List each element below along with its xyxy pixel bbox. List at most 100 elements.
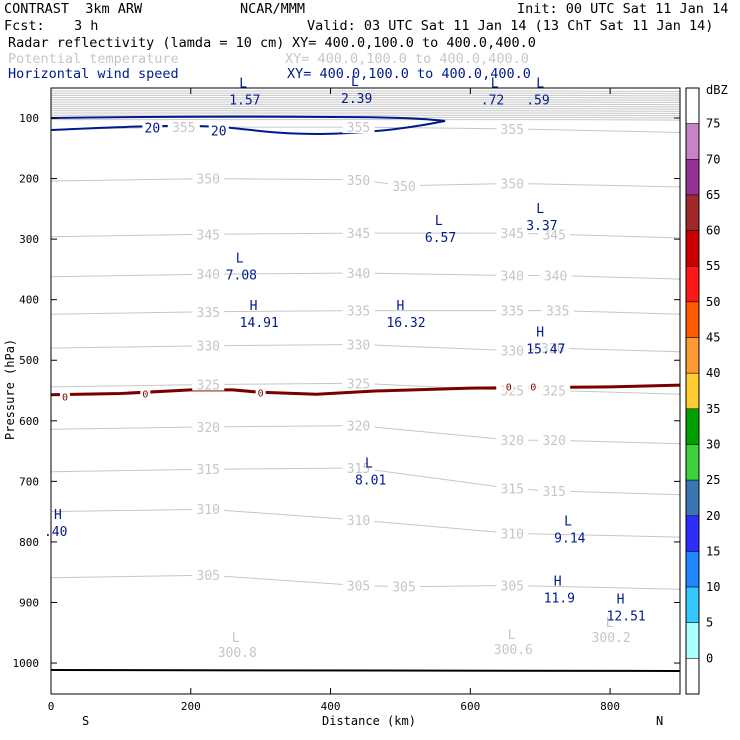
theta-label: 305 xyxy=(501,580,524,595)
theta-label: 330 xyxy=(541,342,564,357)
wind-extremum-value: 7.08 xyxy=(226,269,257,284)
wind-extremum-value: 14.91 xyxy=(240,316,279,331)
theta-label: 315 xyxy=(197,463,220,478)
colorbar-unit: dBZ xyxy=(706,83,728,97)
center-label: NCAR/MMM xyxy=(240,1,306,17)
theta-contour-dense xyxy=(50,101,681,103)
theta-label-bg xyxy=(192,267,225,281)
theta-label-bg xyxy=(192,171,225,185)
colorbar-level-label: 75 xyxy=(706,117,720,131)
y-tick-label: 500 xyxy=(19,354,39,367)
theta-label-bg xyxy=(192,338,225,352)
theta-contour-dense xyxy=(50,114,681,117)
theta-contour xyxy=(50,310,681,315)
theta-contour xyxy=(50,232,681,239)
colorbar-level-label: 40 xyxy=(706,366,720,380)
theta-label: 330 xyxy=(347,338,370,353)
reflectivity-label: 0 xyxy=(506,382,512,393)
theta-label: 335 xyxy=(501,305,524,320)
theta-label-bg xyxy=(541,303,574,317)
theta-label-bg xyxy=(496,481,529,495)
colorbar-swatch xyxy=(685,408,700,445)
colorbar-swatch xyxy=(685,586,700,623)
colorbar-swatch xyxy=(685,265,700,303)
x-tick-label: 400 xyxy=(321,700,341,713)
theta-contour-dense xyxy=(50,94,681,97)
wind-contour-label-bg xyxy=(142,120,163,134)
wind-extremum-marker: L xyxy=(491,77,499,92)
theta-contour xyxy=(50,272,681,280)
theta-contour-dense xyxy=(50,112,681,114)
theta-label-bg xyxy=(342,376,375,390)
theta-contour-dense xyxy=(50,90,681,92)
colorbar-swatch xyxy=(685,372,700,410)
theta-label-bg xyxy=(496,303,529,317)
field-name-reflectivity: Radar reflectivity (lamda = 10 cm) xyxy=(8,35,285,51)
theta-label-bg xyxy=(538,484,571,498)
fcst-label: Fcst: xyxy=(4,18,45,34)
theta-extremum-value: 300.6 xyxy=(494,643,533,658)
colorbar-level-label: 30 xyxy=(706,437,720,451)
right-endpoint-label: N xyxy=(656,714,663,728)
reflectivity-label: 0 xyxy=(530,382,536,393)
wind-extremum-value: 6.57 xyxy=(425,231,456,246)
theta-label: 320 xyxy=(542,434,565,449)
theta-contour-dense xyxy=(50,99,681,101)
theta-label: 355 xyxy=(172,121,195,136)
field-name-wind: Horizontal wind speed xyxy=(8,66,179,82)
colorbar-level-label: 0 xyxy=(706,651,713,665)
colorbar-swatch xyxy=(685,159,700,196)
theta-label-bg xyxy=(538,383,571,397)
theta-label: 320 xyxy=(501,434,524,449)
theta-label: 355 xyxy=(501,123,524,138)
colorbar-level-label: 55 xyxy=(706,259,720,273)
wind-extremum-marker: H xyxy=(554,574,562,589)
theta-label: 315 xyxy=(347,462,370,477)
theta-label-bg xyxy=(387,579,420,593)
theta-label: 310 xyxy=(501,527,524,542)
colorbar-swatch xyxy=(685,551,700,588)
theta-contour-dense xyxy=(50,97,681,99)
theta-contour xyxy=(50,382,681,395)
colorbar-swatch xyxy=(685,87,700,124)
wind-extremum-marker: H xyxy=(250,299,258,314)
wind-extremum-value: 1.57 xyxy=(229,94,260,109)
theta-label-bg xyxy=(192,227,225,241)
theta-label-bg xyxy=(342,266,375,280)
theta-label-bg xyxy=(496,526,529,540)
theta-label: 350 xyxy=(392,180,415,195)
theta-label: 325 xyxy=(197,378,220,393)
y-tick-label: 700 xyxy=(19,475,39,488)
theta-label: 340 xyxy=(544,269,567,284)
theta-extremum-marker: L xyxy=(508,628,516,643)
x-tick-label: 0 xyxy=(48,700,55,713)
theta-label: 305 xyxy=(197,569,220,584)
theta-label: 315 xyxy=(501,483,524,498)
wind-extremum-value: 16.32 xyxy=(386,316,425,331)
colorbar-level-label: 70 xyxy=(706,152,720,166)
theta-label: 330 xyxy=(197,340,220,355)
colorbar-frame xyxy=(685,87,700,695)
theta-label-bg xyxy=(342,578,375,592)
theta-contour xyxy=(50,467,681,496)
field-xy-wind: XY= 400.0,100.0 to 400.0,400.0 xyxy=(287,66,531,82)
theta-label-bg xyxy=(387,178,420,192)
colorbar-level-label: 15 xyxy=(706,544,720,558)
reflectivity-label: 0 xyxy=(258,388,264,399)
theta-label-bg xyxy=(342,461,375,475)
theta-label-bg xyxy=(192,462,225,476)
wind-extremum-marker: H xyxy=(617,593,625,608)
theta-label: 345 xyxy=(347,227,370,242)
wind-extremum-marker: H xyxy=(54,508,62,523)
colorbar-level-label: 45 xyxy=(706,331,720,345)
colorbar-swatch xyxy=(685,194,700,231)
wind-extremum-marker: L xyxy=(536,77,544,92)
theta-label-bg xyxy=(342,418,375,432)
reflectivity-label-bg xyxy=(59,390,70,402)
init-time: Init: 00 UTC Sat 11 Jan 14 xyxy=(517,1,729,17)
theta-label: 340 xyxy=(197,268,220,283)
theta-label: 335 xyxy=(546,305,569,320)
reflectivity-label: 0 xyxy=(142,390,148,401)
